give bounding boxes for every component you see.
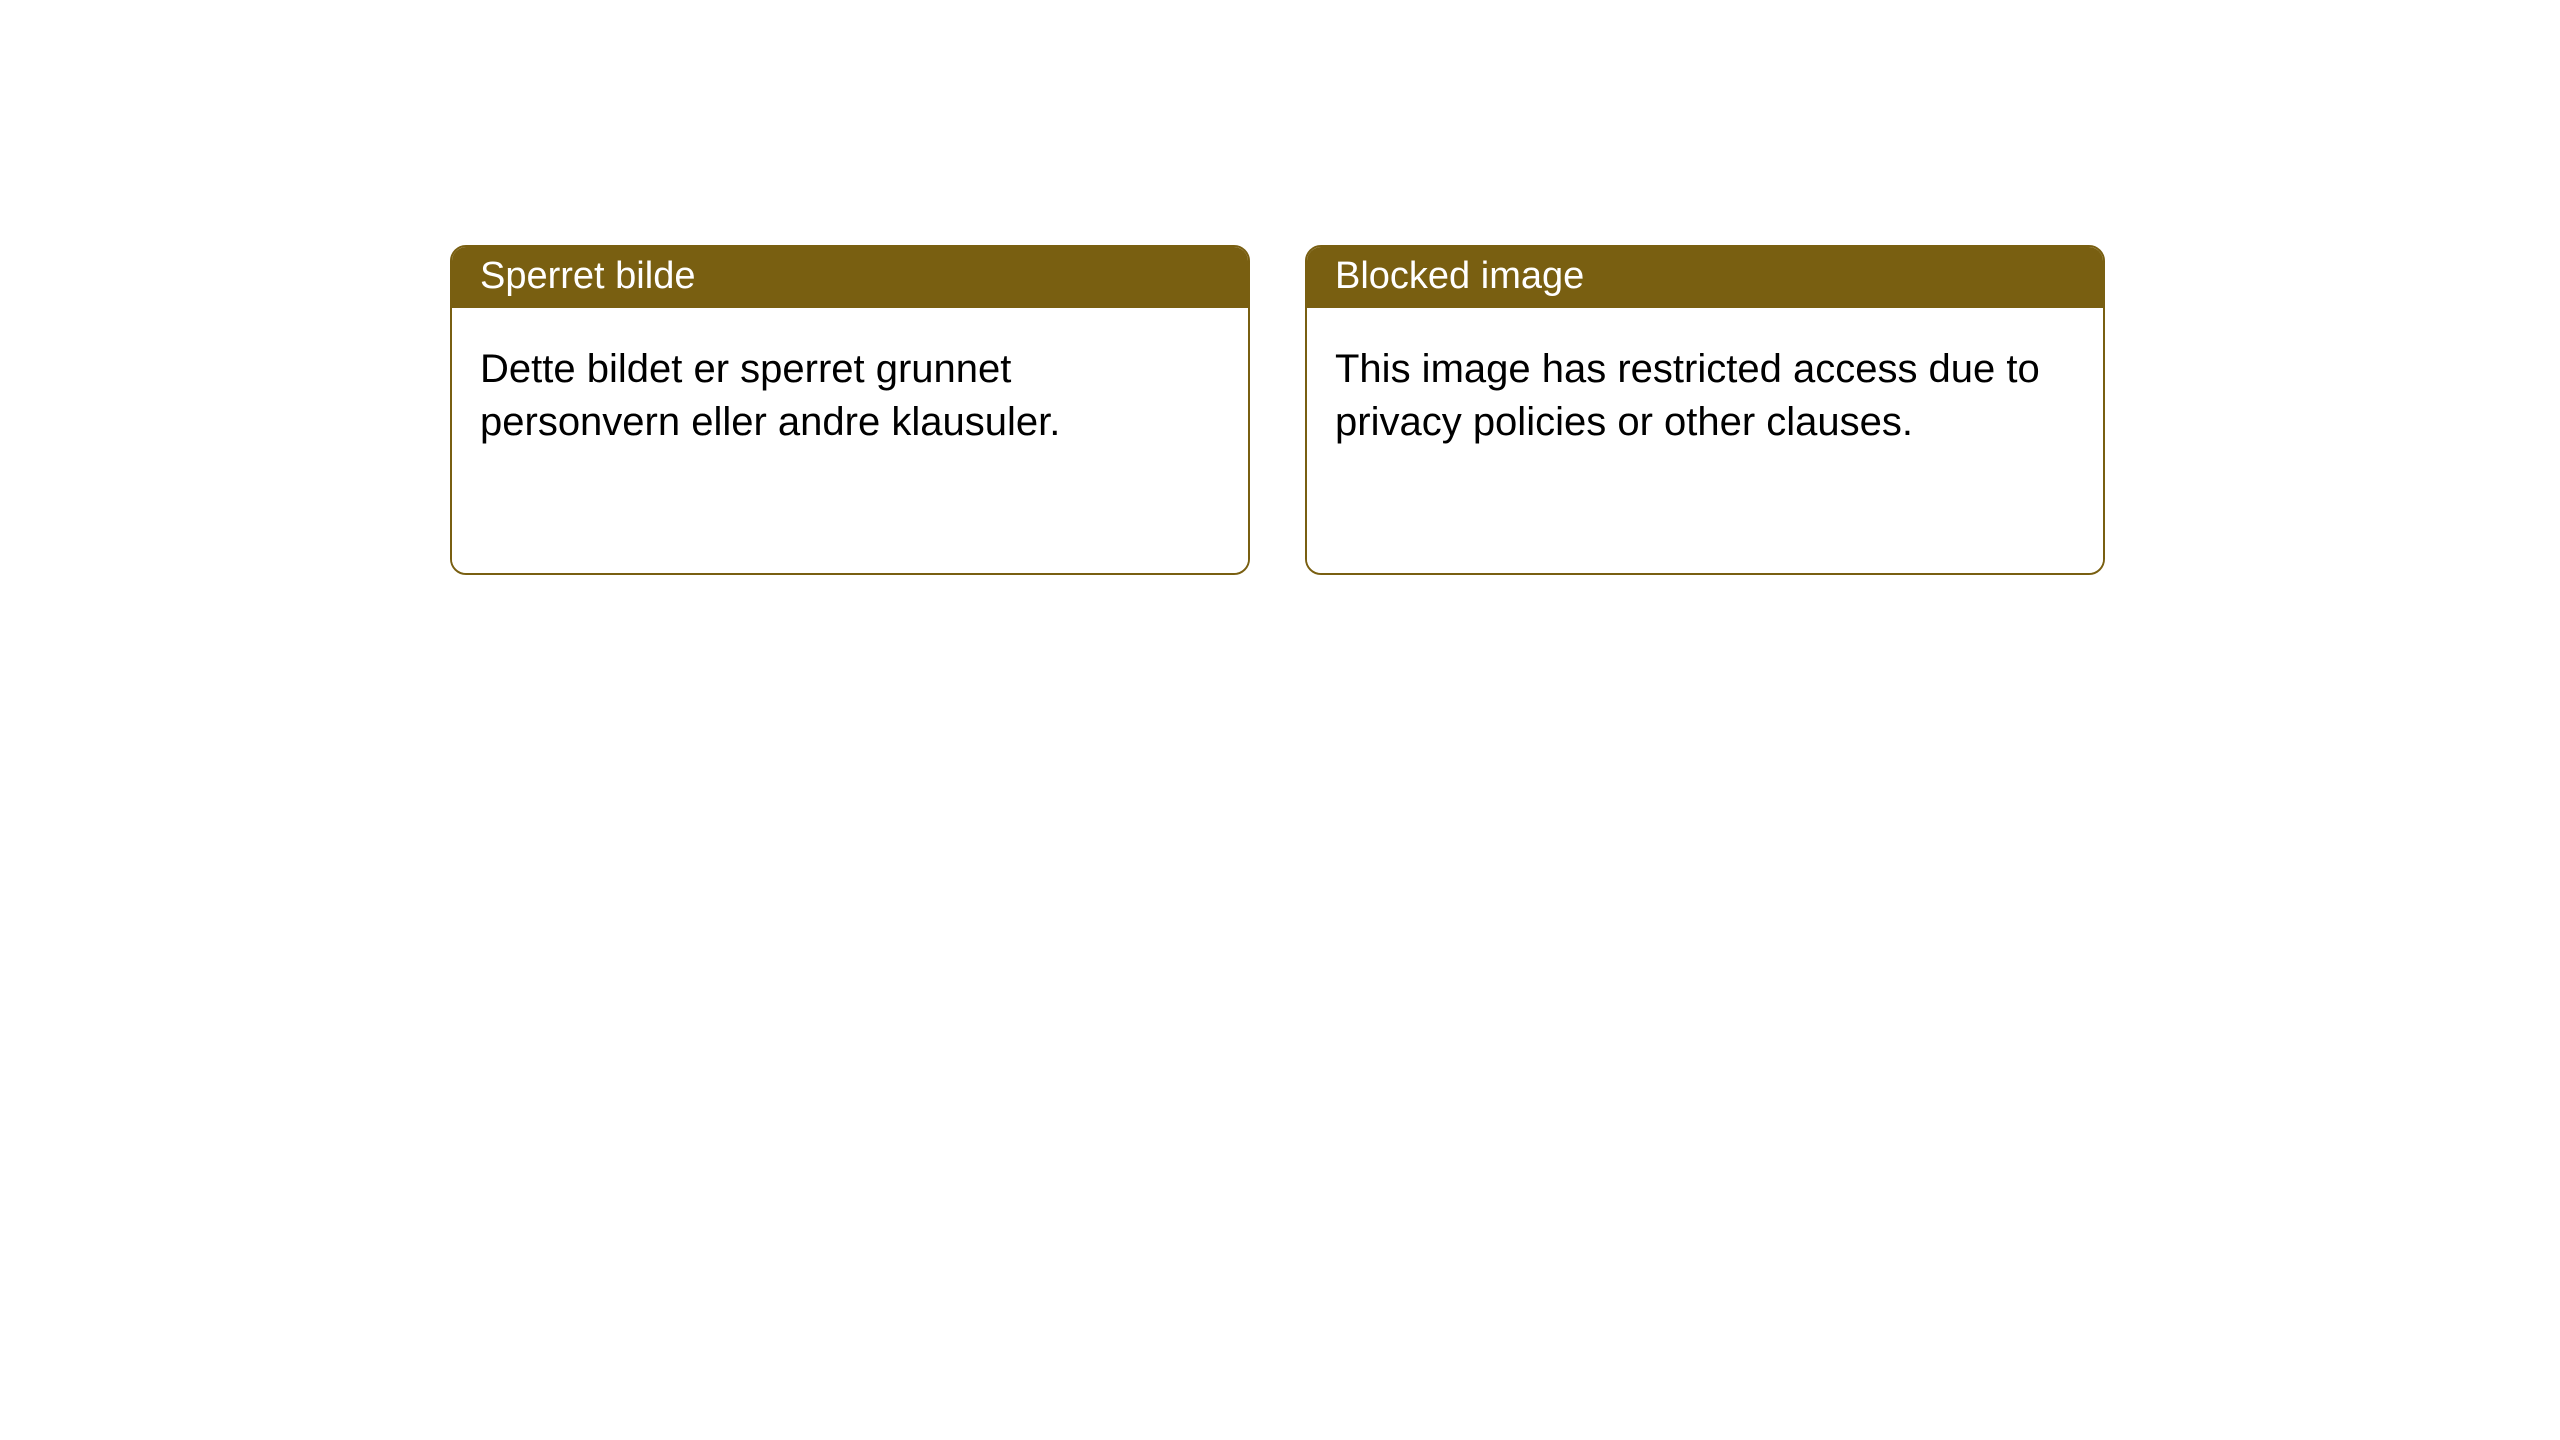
notice-card-english: Blocked image This image has restricted … (1305, 245, 2105, 575)
notice-card-norwegian: Sperret bilde Dette bildet er sperret gr… (450, 245, 1250, 575)
notice-header: Blocked image (1307, 247, 2103, 308)
notice-container: Sperret bilde Dette bildet er sperret gr… (450, 245, 2105, 575)
notice-body: This image has restricted access due to … (1307, 308, 2103, 573)
notice-body: Dette bildet er sperret grunnet personve… (452, 308, 1248, 573)
notice-header: Sperret bilde (452, 247, 1248, 308)
